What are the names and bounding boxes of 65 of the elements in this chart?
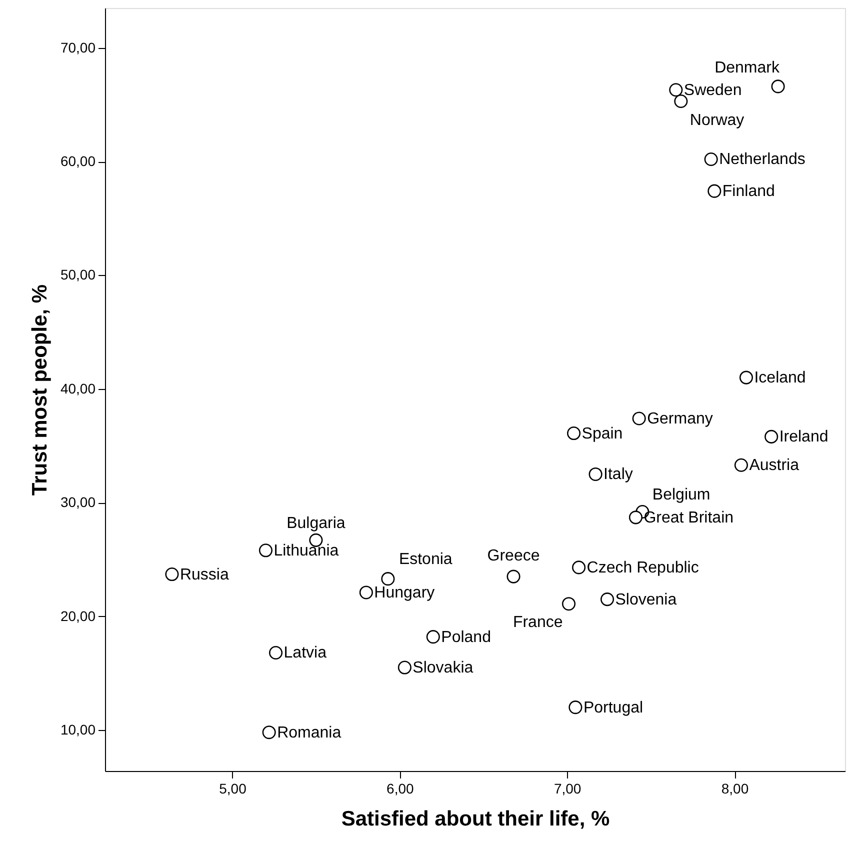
point [764, 430, 778, 444]
point [669, 83, 683, 97]
x-tick-label: 8,00 [721, 780, 749, 796]
y-tick-label: 50,00 [60, 266, 96, 283]
data-label: Austria [749, 457, 800, 474]
point [674, 94, 688, 108]
y-tick-label: 10,00 [60, 722, 96, 738]
data-label: Belgium [652, 486, 710, 504]
point [708, 184, 722, 198]
data-label: Sweden [684, 82, 742, 99]
data-label: Greece [487, 548, 540, 565]
data-label: Bulgaria [286, 515, 346, 532]
data-label: Portugal [583, 699, 644, 716]
data-label: Latvia [284, 644, 327, 662]
data-label: Germany [647, 410, 713, 428]
point [258, 544, 272, 558]
data-label: Russia [180, 566, 229, 584]
data-label: Lithuania [274, 542, 339, 560]
x-tick-label: 6,00 [386, 780, 414, 796]
data-label: Finland [722, 183, 775, 200]
point [632, 412, 646, 426]
data-label: Poland [441, 628, 491, 646]
point [588, 467, 602, 481]
data-label: Slovakia [412, 660, 474, 677]
point [734, 458, 748, 472]
point [268, 646, 283, 660]
data-label: Slovenia [615, 591, 677, 608]
point [739, 370, 753, 384]
data-label: Czech Republic [586, 559, 699, 576]
point [628, 510, 642, 524]
point [262, 726, 276, 740]
y-axis-title: Trust most people, % [28, 284, 52, 496]
point [567, 426, 581, 440]
point [568, 700, 582, 714]
point [426, 630, 440, 644]
y-tick-label: 70,00 [60, 39, 96, 56]
data-label: Ireland [779, 428, 828, 446]
data-label: Netherlands [719, 151, 806, 168]
y-tick-label: 30,00 [60, 494, 96, 510]
point [398, 660, 412, 674]
x-axis-title: Satisfied about their life, % [341, 808, 610, 830]
data-label: Italy [604, 466, 633, 484]
data-label: Hungary [374, 584, 435, 602]
point [506, 570, 520, 584]
point [165, 568, 179, 582]
x-tick-label: 5,00 [219, 780, 247, 796]
point [381, 572, 395, 586]
y-tick-label: 20,00 [60, 608, 96, 624]
y-tick-label: 60,00 [60, 153, 96, 170]
data-label: Romania [277, 724, 342, 742]
point [572, 560, 586, 574]
point [704, 152, 718, 166]
data-label: Norway [690, 112, 744, 130]
point [600, 592, 614, 606]
data-label: Great Britain [644, 509, 734, 526]
point [771, 80, 785, 94]
data-label: Denmark [714, 59, 780, 76]
data-label: France [512, 614, 563, 631]
data-label: Estonia [398, 550, 452, 568]
y-tick-label: 40,00 [60, 380, 96, 396]
data-label: Spain [582, 425, 623, 442]
data-label: Iceland [754, 370, 806, 387]
point [359, 586, 373, 600]
point [562, 597, 576, 611]
x-tick-label: 7,00 [554, 780, 582, 796]
